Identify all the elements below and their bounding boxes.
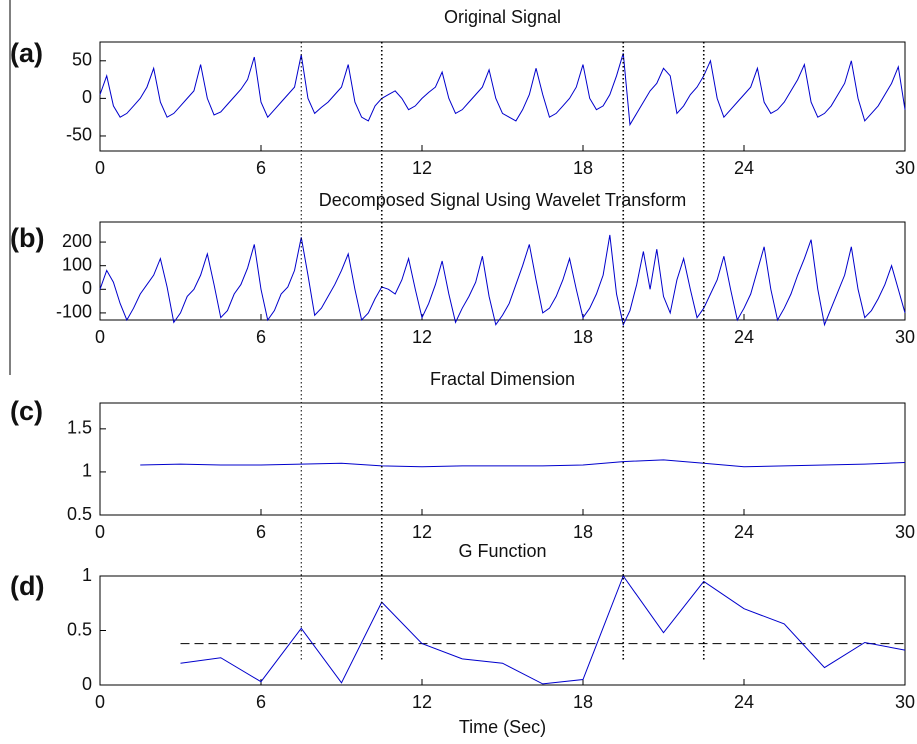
x-tick-label: 12	[412, 327, 432, 347]
x-tick-label: 18	[573, 158, 593, 178]
series-line	[180, 574, 906, 685]
panel-label: (c)	[10, 396, 43, 426]
chart-title: Decomposed Signal Using Wavelet Transfor…	[319, 190, 687, 210]
panel-label: (a)	[10, 38, 43, 68]
x-tick-label: 0	[95, 158, 105, 178]
chart-title: G Function	[458, 541, 546, 561]
plot-frame	[99, 402, 906, 516]
y-tick-label: 1	[82, 565, 92, 585]
y-tick-label: 0.5	[67, 619, 92, 639]
plot-frame	[99, 41, 906, 152]
y-tick-label: 0	[82, 278, 92, 298]
x-tick-label: 12	[412, 692, 432, 712]
series-line	[140, 459, 906, 468]
panel-label: (d)	[10, 571, 44, 601]
y-tick-label: 0.5	[67, 504, 92, 524]
plot-frame	[99, 221, 906, 321]
x-tick-label: 6	[256, 158, 266, 178]
x-tick-label: 12	[412, 158, 432, 178]
x-tick-label: 6	[256, 692, 266, 712]
y-tick-label: 1.5	[67, 418, 92, 438]
y-tick-label: -100	[56, 302, 92, 322]
x-tick-label: 24	[734, 327, 754, 347]
y-tick-label: 200	[62, 231, 92, 251]
x-tick-label: 18	[573, 522, 593, 542]
y-tick-label: 0	[82, 87, 92, 107]
x-tick-label: 30	[895, 327, 915, 347]
x-tick-label: 24	[734, 522, 754, 542]
x-tick-label: 0	[95, 692, 105, 712]
y-tick-label: 50	[72, 50, 92, 70]
x-tick-label: 30	[895, 692, 915, 712]
x-tick-label: 6	[256, 327, 266, 347]
x-tick-label: 0	[95, 522, 105, 542]
y-tick-label: 100	[62, 254, 92, 274]
x-tick-label: 12	[412, 522, 432, 542]
plot-frame	[99, 575, 906, 686]
y-tick-label: 1	[82, 461, 92, 481]
y-tick-label: -50	[66, 125, 92, 145]
x-axis-label: Time (Sec)	[459, 717, 546, 737]
x-tick-label: 0	[95, 327, 105, 347]
x-tick-label: 6	[256, 522, 266, 542]
x-tick-label: 30	[895, 522, 915, 542]
panel-label: (b)	[10, 223, 44, 253]
x-tick-label: 30	[895, 158, 915, 178]
series-line	[99, 53, 906, 127]
x-tick-label: 18	[573, 327, 593, 347]
chart-title: Original Signal	[444, 7, 561, 27]
y-tick-label: 0	[82, 674, 92, 694]
series-line	[99, 234, 906, 327]
chart-title: Fractal Dimension	[430, 369, 575, 389]
x-tick-label: 18	[573, 692, 593, 712]
x-tick-label: 24	[734, 692, 754, 712]
x-tick-label: 24	[734, 158, 754, 178]
